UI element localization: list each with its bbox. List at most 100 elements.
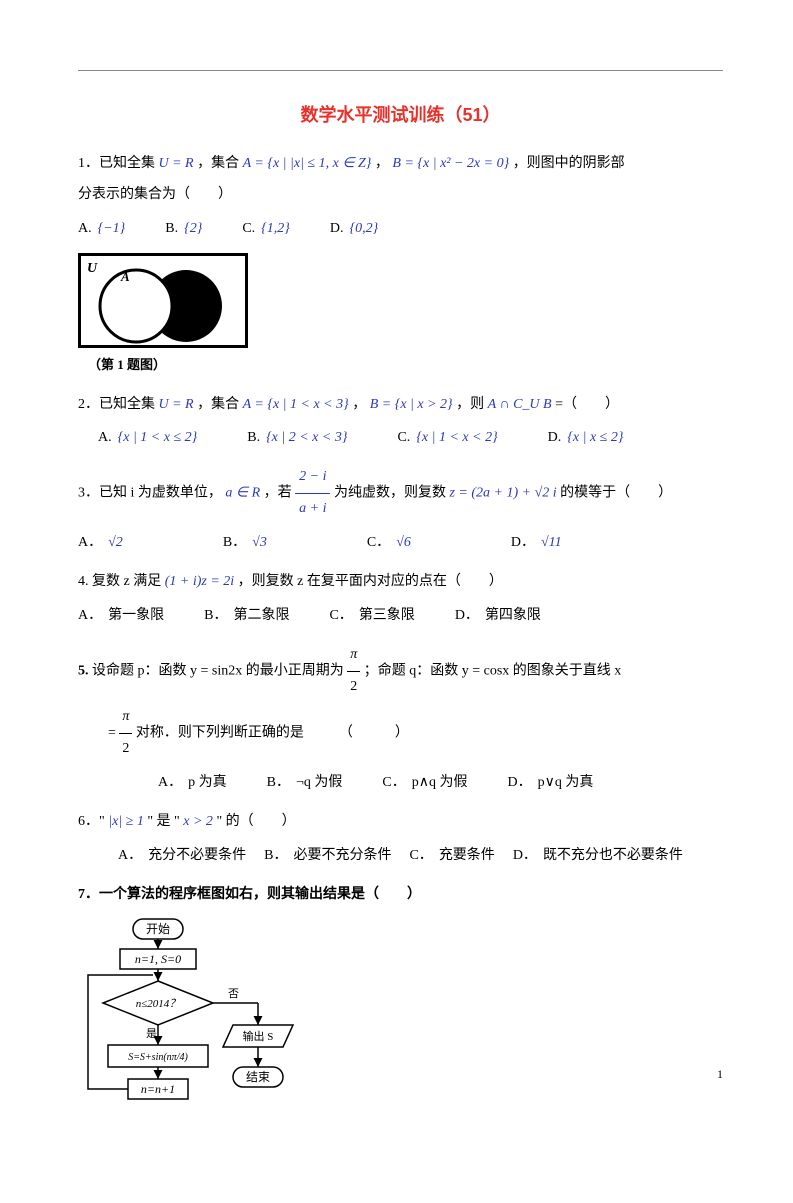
q1-opt-a: A.{−1}	[78, 215, 125, 243]
q1-text-d: 分表示的集合为（ ）	[78, 187, 232, 202]
opt-label: D．	[455, 608, 479, 623]
opt-value: 第二象限	[233, 608, 289, 623]
q7-stem: 7．一个算法的程序框图如右，则其输出结果是（ ）	[78, 887, 421, 902]
venn-label-a: A	[120, 269, 130, 284]
frac-den: 2	[347, 672, 360, 703]
q1-formula-3: B = {x | x² − 2x = 0}	[392, 156, 509, 171]
opt-label: C．	[329, 608, 352, 623]
q4-opt-c: C． 第三象限	[329, 602, 414, 630]
q6-text-a: 6．"	[78, 814, 105, 829]
q2-formula-2: A = {x | 1 < x < 3}	[243, 397, 349, 412]
q1-opt-b: B. {2}	[165, 215, 202, 243]
opt-value: {x | 1 < x < 2}	[416, 430, 497, 445]
frac-den: 2	[119, 734, 132, 765]
opt-value: 充要条件	[439, 848, 495, 863]
q5-frac1: π 2	[347, 640, 360, 703]
q5-opt-c: C． p∧q 为假	[382, 769, 467, 797]
q6-options: A．充分不必要条件 B．必要不充分条件 C．充要条件 D．既不充分也不必要条件	[118, 842, 723, 870]
q4-text-b: ，则复数 z 在复平面内对应的点在（ ）	[238, 574, 503, 589]
fc-assign-text: S=S+sin(nπ/4)	[128, 1052, 188, 1063]
q1-text-b: ，集合	[197, 156, 243, 171]
q2-opt-d: D.{x | x ≤ 2}	[548, 424, 624, 452]
opt-value: √2	[108, 535, 123, 550]
frac-num: π	[347, 640, 360, 672]
q6-opt-d: D．既不充分也不必要条件	[513, 842, 683, 870]
venn-diagram: U A （第 1 题图）	[78, 253, 723, 378]
question-3: 3．已知 i 为虚数单位， a ∈ R ，若 2 − i a + i 为纯虚数，…	[78, 462, 723, 557]
q3-opt-c: C．√6	[367, 529, 411, 557]
opt-label: B．	[264, 848, 287, 863]
page-title: 数学水平测试训练（51）	[78, 101, 723, 127]
q3-opt-b: B． √3	[223, 529, 267, 557]
venn-svg: U A	[81, 256, 251, 351]
q6-text-c: " 的（ ）	[216, 814, 295, 829]
q5-text-d: =	[108, 726, 119, 741]
opt-value: p 为真	[188, 775, 227, 790]
venn-frame: U A	[78, 253, 248, 348]
q6-text-b: " 是 "	[147, 814, 179, 829]
opt-value: {1,2}	[261, 221, 290, 236]
q3-formula-1: a ∈ R	[225, 486, 260, 501]
question-5: 5. 设命题 p：函数 y = sin2x 的最小正周期为 π 2 ；命题 q：…	[78, 640, 723, 797]
opt-label: A.	[78, 221, 92, 236]
q1-text-c: ，则图中的阴影部	[513, 156, 625, 171]
frac-den: a + i	[295, 494, 330, 525]
page-number: 1	[717, 1067, 723, 1082]
flowchart-svg: 开始 n=1, S=0 n≤2014？ 是 S=S+sin(nπ/4) n=n+…	[78, 917, 318, 1142]
fc-start-text: 开始	[146, 922, 170, 936]
question-1: 1．已知全集 U = R ，集合 A = {x | |x| ≤ 1, x ∈ Z…	[78, 149, 723, 378]
opt-label: B．	[223, 535, 246, 550]
opt-label: B．	[267, 775, 290, 790]
q3-formula-2: z = (2a + 1) + √2 i	[449, 486, 556, 501]
q6-formula-1: |x| ≥ 1	[108, 814, 144, 829]
q1-formula-1: U = R	[159, 156, 194, 171]
opt-value: √6	[396, 535, 411, 550]
q5-opt-d: D．p∨q 为真	[507, 769, 593, 797]
opt-label: C.	[242, 221, 255, 236]
q2-opt-a: A.{x | 1 < x ≤ 2}	[98, 424, 197, 452]
q5-options: A．p 为真 B．¬q 为假 C．p∧q 为假 D．p∨q 为真	[158, 769, 723, 797]
opt-label: D.	[330, 221, 344, 236]
q5-num: 5.	[78, 663, 89, 678]
opt-value: p∧q 为假	[412, 775, 468, 790]
fc-inc-text: n=n+1	[141, 1082, 175, 1096]
q1-opt-c: C. {1,2}	[242, 215, 290, 243]
opt-label: B.	[165, 221, 178, 236]
q6-opt-c: C．充要条件	[409, 842, 494, 870]
fc-end-text: 结束	[246, 1070, 270, 1084]
q5-text-b: 设命题 p：函数 y = sin2x 的最小正周期为	[92, 663, 344, 678]
opt-label: C．	[382, 775, 405, 790]
opt-value: {x | 1 < x ≤ 2}	[118, 430, 198, 445]
q3-text-b: ，若	[264, 486, 296, 501]
opt-value: ¬q 为假	[296, 775, 342, 790]
opt-value: √3	[252, 535, 267, 550]
question-2: 2．已知全集 U = R ，集合 A = {x | 1 < x < 3} ， B…	[78, 390, 723, 453]
q1-sep: ，	[375, 156, 389, 171]
q4-opt-a: A．第一象限	[78, 602, 164, 630]
opt-value: √11	[541, 535, 562, 550]
fc-yes-label: 是	[146, 1027, 157, 1040]
opt-value: {x | 2 < x < 3}	[266, 430, 347, 445]
q1-formula-2: A = {x | |x| ≤ 1, x ∈ Z}	[243, 156, 372, 171]
fc-cond-text: n≤2014？	[136, 998, 181, 1010]
q3-options: A．√2 B．√3 C．√6 D．√11	[78, 529, 723, 557]
opt-label: D．	[513, 848, 537, 863]
top-rule	[78, 70, 723, 71]
q1-options: A.{−1} B. {2} C. {1,2} D.{0,2}	[78, 215, 723, 243]
opt-label: B.	[247, 430, 260, 445]
venn-label-u: U	[87, 261, 98, 276]
q3-opt-a: A．√2	[78, 529, 123, 557]
opt-value: 第三象限	[359, 608, 415, 623]
opt-label: B．	[204, 608, 227, 623]
q4-opt-d: D．第四象限	[455, 602, 541, 630]
opt-value: 第一象限	[108, 608, 164, 623]
q1-opt-d: D.{0,2}	[330, 215, 378, 243]
q5-text-c: ；命题 q：函数 y = cosx 的图象关于直线 x	[364, 663, 622, 678]
opt-value: 充分不必要条件	[148, 848, 246, 863]
fc-output-text: 输出 S	[243, 1029, 274, 1043]
q2-formula-3: B = {x | x > 2}	[370, 397, 453, 412]
opt-value: {2}	[184, 221, 202, 236]
opt-value: 必要不充分条件	[293, 848, 391, 863]
opt-label: D．	[507, 775, 531, 790]
q4-options: A．第一象限 B． 第二象限 C． 第三象限 D．第四象限	[78, 602, 723, 630]
